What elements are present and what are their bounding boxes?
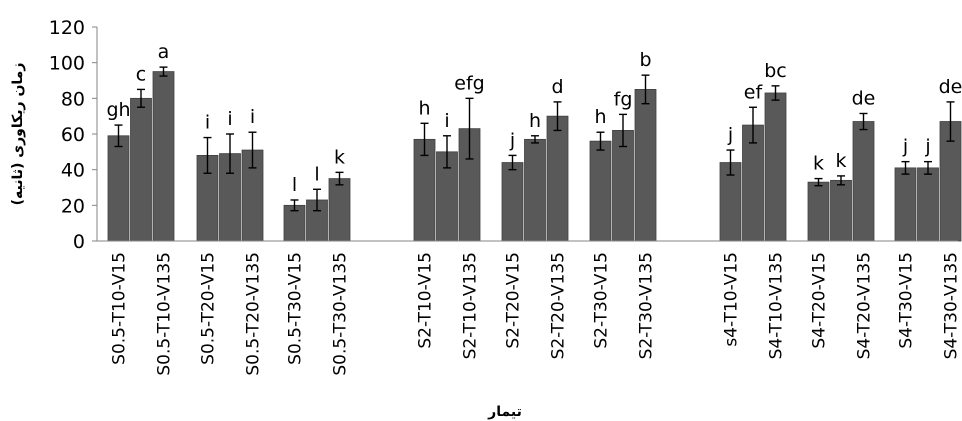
x-category-label: S0.5-T10-V135 — [155, 252, 175, 376]
significance-letter: l — [292, 174, 297, 196]
x-category-label: S0.5-T30-V15 — [286, 252, 306, 365]
bar — [152, 71, 175, 242]
significance-letter: fg — [614, 88, 633, 110]
y-tick-label: 20 — [61, 195, 85, 217]
x-axis-category-labels: S0.5-T10-V15 S0.5-T10-V135 S0.5-T20-V15 S0.… — [110, 252, 962, 376]
x-category-label: S0.5-T20-V135 — [244, 252, 264, 376]
significance-letter: j — [924, 136, 930, 158]
x-category-label: S4-T30-V15 — [897, 252, 917, 349]
x-category-label: S0.5-T20-V15 — [199, 252, 219, 365]
bar — [524, 138, 546, 242]
significance-letter: i — [227, 108, 232, 130]
x-category-label: S2-T10-V135 — [461, 252, 481, 359]
bar — [894, 167, 917, 242]
x-category-label: S0.5-T30-V135 — [331, 252, 351, 376]
x-category-label: S4-T20-V135 — [855, 252, 875, 359]
x-category-label: S2-T10-V15 — [416, 252, 436, 349]
bar — [589, 140, 612, 242]
significance-letter: c — [136, 63, 146, 85]
significance-letter: bc — [764, 60, 787, 82]
bar — [546, 115, 569, 242]
significance-letter: de — [852, 87, 876, 109]
significance-letter: i — [250, 106, 255, 128]
x-category-label: S4-T30-V135 — [942, 252, 962, 359]
y-tick-label: 80 — [61, 88, 85, 110]
x-category-label: S0.5-T10-V15 — [110, 252, 130, 365]
bar — [764, 92, 787, 242]
bar — [634, 89, 657, 242]
significance-letter: k — [334, 146, 345, 168]
y-tick-label: 40 — [61, 160, 85, 182]
significance-letter: j — [727, 124, 733, 146]
x-category-label: S4-T20-V15 — [810, 252, 830, 349]
significance-letter: b — [639, 49, 651, 71]
bar — [917, 167, 939, 242]
bar — [830, 179, 852, 242]
x-category-label: S4-T10-V135 — [767, 252, 787, 359]
bar — [107, 135, 130, 242]
y-axis-ticks: 0 20 40 60 80 100 120 — [49, 17, 97, 253]
significance-letter: j — [902, 136, 908, 158]
bar — [130, 97, 152, 242]
bar — [328, 178, 351, 242]
significance-letter: k — [813, 153, 824, 175]
significance-letter: h — [418, 97, 430, 119]
error-bars — [114, 66, 955, 212]
significance-letter: j — [509, 129, 515, 151]
significance-letter: l — [314, 163, 319, 185]
x-category-label: s4-T10-V15 — [722, 252, 742, 347]
significance-letter: gh — [106, 99, 130, 121]
significance-letter: efg — [454, 72, 484, 94]
x-axis-title: تیمار — [487, 404, 522, 420]
x-category-label: S2-T20-V135 — [549, 252, 569, 359]
significance-letter: a — [158, 41, 170, 63]
y-axis-title: زمان ریکاوری (ثانیه) — [10, 63, 26, 206]
y-tick-label: 60 — [61, 124, 85, 146]
significance-letter: ef — [744, 81, 764, 103]
significance-letter: h — [529, 110, 541, 132]
bar — [501, 162, 524, 242]
x-category-label: S2-T30-V15 — [592, 252, 612, 349]
bar — [852, 121, 875, 242]
significance-letter: de — [939, 76, 962, 98]
significance-letter: i — [205, 112, 210, 134]
y-tick-label: 0 — [73, 231, 85, 253]
y-tick-label: 100 — [49, 53, 85, 75]
x-category-label: S2-T20-V15 — [504, 252, 524, 349]
significance-letter: k — [835, 150, 846, 172]
significance-letter: d — [551, 76, 563, 98]
significance-letter: i — [444, 110, 449, 132]
significance-letter: h — [594, 106, 606, 128]
x-category-label: S2-T30-V135 — [637, 252, 657, 359]
y-tick-label: 120 — [49, 17, 85, 39]
bar — [807, 181, 830, 242]
bars — [107, 71, 962, 242]
